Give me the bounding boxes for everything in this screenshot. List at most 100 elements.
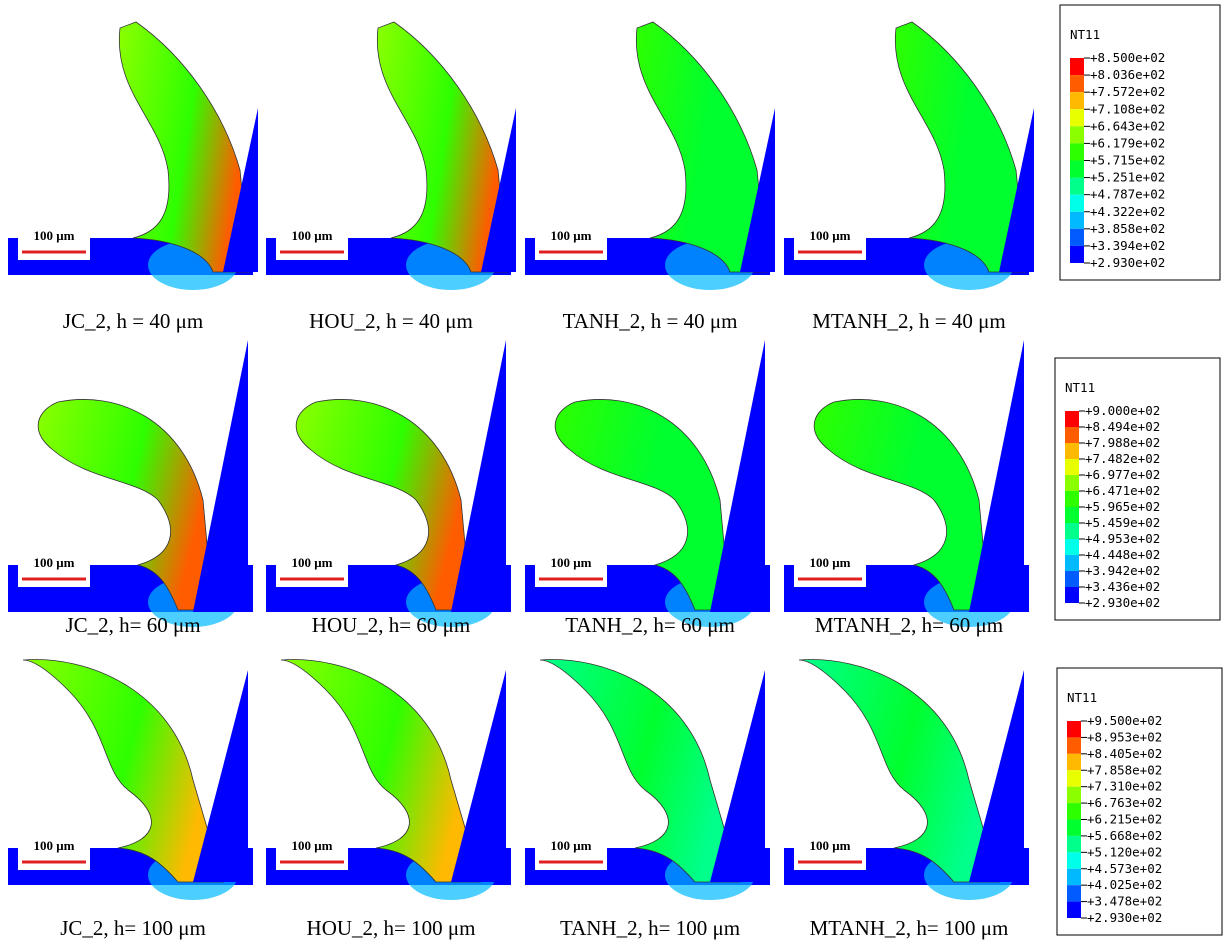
legend-value: +4.787e+02: [1090, 187, 1165, 202]
legend-swatch: [1067, 820, 1081, 836]
legend-value: +8.494e+02: [1085, 419, 1160, 434]
legend-value: +3.394e+02: [1090, 238, 1165, 253]
legend-swatch: [1070, 229, 1084, 246]
figure: 100 μm JC_2, h = 40 μm 100 μm HOU_2, h = 40…: [0, 0, 1225, 947]
tool: [193, 340, 248, 612]
chip: [636, 22, 767, 272]
legend-swatch: [1070, 92, 1084, 109]
simulation-panel: 100 μm: [525, 340, 770, 627]
legend-swatch: [1070, 75, 1084, 92]
legend-value: +8.953e+02: [1087, 729, 1162, 744]
simulation-panel: 100 μm: [525, 660, 770, 900]
legend-value: +3.436e+02: [1085, 579, 1160, 594]
simulation-panel: 100 μm: [525, 22, 775, 290]
legend-value: +9.000e+02: [1085, 403, 1160, 418]
scale-bar-label: 100 μm: [292, 838, 333, 853]
panel-caption: HOU_2, h = 40 μm: [309, 309, 473, 333]
panel-caption: MTANH_2, h= 100 μm: [810, 916, 1009, 940]
legend-value: +6.643e+02: [1090, 118, 1165, 133]
legend-swatch: [1065, 411, 1079, 427]
legend-value: +5.120e+02: [1087, 844, 1162, 859]
legend-value: +7.310e+02: [1087, 779, 1162, 794]
legend-swatch: [1065, 523, 1079, 539]
scale-bar-label: 100 μm: [551, 228, 592, 243]
legend-value: +3.942e+02: [1085, 563, 1160, 578]
panel-caption: MTANH_2, h= 60 μm: [815, 613, 1003, 637]
panel-caption: JC_2, h= 60 μm: [65, 613, 200, 637]
legend-swatch: [1070, 212, 1084, 229]
legend-swatch: [1067, 787, 1081, 803]
simulation-panel: 100 μm: [784, 660, 1029, 900]
legend-value: +7.988e+02: [1085, 435, 1160, 450]
panel-caption: TANH_2, h= 100 μm: [560, 916, 740, 940]
legend-swatch: [1070, 161, 1084, 178]
legend-value: +6.215e+02: [1087, 812, 1162, 827]
legend: NT11+8.500e+02+8.036e+02+7.572e+02+7.108…: [1060, 5, 1220, 280]
legend-swatch: [1070, 195, 1084, 212]
panel-caption: JC_2, h= 100 μm: [60, 916, 206, 940]
scale-bar-label: 100 μm: [810, 228, 851, 243]
legend-swatch: [1067, 803, 1081, 819]
legend-value: +5.965e+02: [1085, 499, 1160, 514]
legend-value: +5.251e+02: [1090, 170, 1165, 185]
tool: [710, 340, 765, 612]
legend-swatch: [1070, 109, 1084, 126]
legend-value: +6.471e+02: [1085, 483, 1160, 498]
scale-bar-label: 100 μm: [34, 228, 75, 243]
legend: NT11+9.000e+02+8.494e+02+7.988e+02+7.482…: [1055, 358, 1220, 620]
simulation-panel: 100 μm: [784, 340, 1029, 627]
legend-swatch: [1067, 902, 1081, 918]
panel-caption: HOU_2, h= 60 μm: [312, 613, 470, 637]
chip: [119, 22, 250, 272]
simulation-panel: 100 μm: [266, 660, 511, 900]
scale-bar-label: 100 μm: [551, 555, 592, 570]
legend-swatch: [1067, 721, 1081, 737]
legend: NT11+9.500e+02+8.953e+02+8.405e+02+7.858…: [1057, 668, 1222, 935]
legend-swatch: [1067, 737, 1081, 753]
legend-swatch: [1070, 178, 1084, 195]
legend-value: +5.715e+02: [1090, 153, 1165, 168]
scale-bar-label: 100 μm: [810, 838, 851, 853]
legend-value: +8.405e+02: [1087, 746, 1162, 761]
legend-value: +2.930e+02: [1087, 910, 1162, 925]
legend-value: +8.036e+02: [1090, 67, 1165, 82]
legend-value: +6.763e+02: [1087, 795, 1162, 810]
legend-value: +6.179e+02: [1090, 135, 1165, 150]
legend-value: +3.858e+02: [1090, 221, 1165, 236]
legend-swatch: [1065, 539, 1079, 555]
simulation-panel: 100 μm: [266, 22, 516, 290]
legend-value: +7.858e+02: [1087, 762, 1162, 777]
legend-swatch: [1065, 427, 1079, 443]
legend-value: +3.478e+02: [1087, 894, 1162, 909]
legend-swatch: [1065, 507, 1079, 523]
legend-value: +4.573e+02: [1087, 861, 1162, 876]
panel-caption: HOU_2, h= 100 μm: [307, 916, 476, 940]
legend-swatch: [1065, 571, 1079, 587]
legend-swatch: [1067, 885, 1081, 901]
legend-swatch: [1067, 754, 1081, 770]
legend-value: +4.025e+02: [1087, 877, 1162, 892]
legend-swatch: [1067, 869, 1081, 885]
legend-swatch: [1065, 459, 1079, 475]
legend-swatch: [1067, 836, 1081, 852]
legend-value: +4.322e+02: [1090, 204, 1165, 219]
tool: [193, 670, 248, 882]
legend-swatch: [1070, 246, 1084, 263]
scale-bar-label: 100 μm: [551, 838, 592, 853]
scale-bar-label: 100 μm: [34, 838, 75, 853]
simulation-panel: 100 μm: [8, 660, 253, 900]
scale-bar-label: 100 μm: [292, 228, 333, 243]
legend-swatch: [1067, 852, 1081, 868]
legend-value: +7.482e+02: [1085, 451, 1160, 466]
panel-caption: JC_2, h = 40 μm: [63, 309, 203, 333]
legend-value: +2.930e+02: [1085, 595, 1160, 610]
legend-value: +7.572e+02: [1090, 84, 1165, 99]
legend-value: +9.500e+02: [1087, 713, 1162, 728]
tool: [710, 670, 765, 882]
legend-swatch: [1070, 143, 1084, 160]
panel-caption: TANH_2, h = 40 μm: [563, 309, 738, 333]
simulation-panel: 100 μm: [266, 340, 511, 627]
tool: [969, 670, 1024, 882]
legend-swatch: [1065, 587, 1079, 603]
simulation-panel: 100 μm: [8, 340, 253, 627]
